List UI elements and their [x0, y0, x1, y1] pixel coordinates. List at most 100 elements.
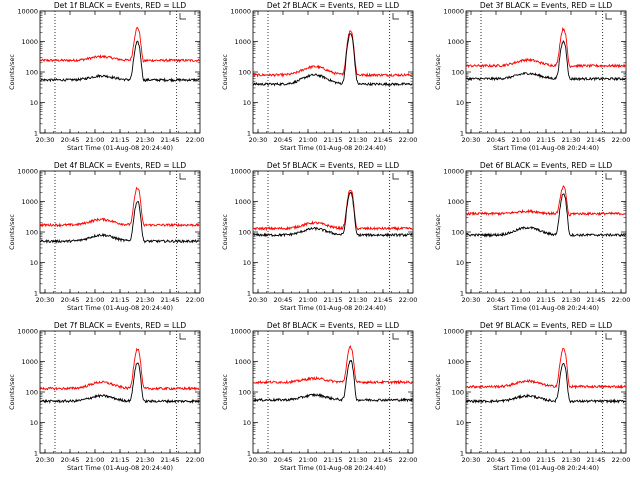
x-axis-label: Start Time (01-Aug-08 20:24:40)	[280, 464, 386, 472]
y-tick-label: 10	[30, 259, 38, 267]
plot-frame	[252, 170, 414, 294]
series-line-events	[253, 191, 413, 238]
x-tick-label: 20:30	[249, 296, 268, 304]
x-tick-label: 20:45	[61, 136, 80, 144]
x-tick-label: 22:00	[399, 296, 418, 304]
plot-frame	[39, 170, 201, 294]
panel-det-8f: Det 8f BLACK = Events, RED = LLD 1 10 100 10…	[221, 321, 417, 472]
x-tick-label: 21:30	[136, 456, 155, 464]
x-axis-label: Start Time (01-Aug-08 20:24:40)	[67, 144, 173, 152]
y-tick-label: 1000	[21, 358, 38, 366]
x-tick-label: 20:30	[36, 456, 55, 464]
y-tick-label: 10	[243, 259, 251, 267]
y-tick-label: 10	[30, 419, 38, 427]
y-tick-label: 10	[243, 419, 251, 427]
panel-title: Det 4f BLACK = Events, RED = LLD	[54, 161, 187, 170]
x-tick-label: 21:15	[537, 136, 556, 144]
y-tick-label: 10000	[443, 8, 464, 16]
y-tick-label: 1	[34, 450, 38, 458]
y-tick-label: 1	[460, 450, 464, 458]
x-tick-label: 21:30	[562, 456, 581, 464]
x-tick-label: 20:45	[61, 456, 80, 464]
series-line-events	[40, 362, 200, 404]
x-tick-label: 21:45	[587, 296, 606, 304]
x-tick-label: 20:45	[487, 456, 506, 464]
y-axis-label: Counts/sec	[434, 214, 442, 250]
x-tick-label: 21:00	[512, 456, 531, 464]
y-tick-label: 10	[456, 259, 464, 267]
y-tick-label: 1	[247, 450, 251, 458]
y-tick-label: 100	[239, 69, 251, 77]
x-tick-label: 21:15	[324, 456, 343, 464]
series-line-lld	[253, 30, 413, 78]
y-tick-label: 100	[452, 389, 464, 397]
y-tick-label: 10000	[443, 168, 464, 176]
y-tick-label: 1000	[21, 38, 38, 46]
x-tick-label: 21:15	[324, 296, 343, 304]
y-tick-label: 1	[247, 290, 251, 298]
y-tick-label: 1000	[234, 198, 251, 206]
x-axis-label: Start Time (01-Aug-08 20:24:40)	[280, 144, 386, 152]
series-line-lld	[466, 26, 626, 69]
y-axis-label: Counts/sec	[434, 374, 442, 410]
x-tick-label: 20:45	[274, 296, 293, 304]
x-axis-label: Start Time (01-Aug-08 20:24:40)	[280, 304, 386, 312]
x-tick-label: 22:00	[612, 456, 631, 464]
y-tick-label: 1	[460, 290, 464, 298]
y-tick-label: 100	[26, 229, 38, 237]
series-line-events	[466, 193, 626, 238]
panel-det-3f: Det 3f BLACK = Events, RED = LLD 1 10 100 10…	[434, 1, 630, 152]
x-tick-label: 20:45	[487, 136, 506, 144]
x-tick-label: 21:45	[587, 456, 606, 464]
y-tick-label: 1	[460, 130, 464, 138]
x-tick-label: 21:15	[537, 456, 556, 464]
x-tick-label: 21:45	[161, 456, 180, 464]
x-tick-label: 20:30	[36, 296, 55, 304]
x-tick-label: 21:30	[349, 136, 368, 144]
corner-marker	[179, 13, 186, 20]
y-tick-label: 10000	[230, 328, 251, 336]
y-tick-label: 10000	[443, 328, 464, 336]
x-tick-label: 21:15	[111, 136, 130, 144]
x-tick-label: 21:30	[136, 296, 155, 304]
x-tick-label: 20:45	[274, 136, 293, 144]
x-tick-label: 21:00	[299, 296, 318, 304]
x-axis-label: Start Time (01-Aug-08 20:24:40)	[67, 304, 173, 312]
y-axis-label: Counts/sec	[221, 54, 229, 90]
series-line-lld	[466, 348, 626, 390]
y-tick-label: 1	[34, 130, 38, 138]
x-tick-label: 21:00	[86, 136, 105, 144]
corner-marker	[605, 13, 612, 20]
x-tick-label: 21:30	[562, 296, 581, 304]
x-tick-label: 21:30	[349, 456, 368, 464]
x-tick-label: 20:30	[462, 456, 481, 464]
y-axis-label: Counts/sec	[221, 214, 229, 250]
x-tick-label: 21:15	[111, 296, 130, 304]
series-line-lld	[253, 189, 413, 232]
y-tick-label: 100	[26, 69, 38, 77]
y-tick-label: 1	[34, 290, 38, 298]
y-tick-label: 10000	[17, 8, 38, 16]
series-line-lld	[253, 344, 413, 385]
panel-title: Det 2f BLACK = Events, RED = LLD	[267, 1, 400, 10]
corner-marker	[179, 333, 186, 340]
x-axis-label: Start Time (01-Aug-08 20:24:40)	[493, 304, 599, 312]
x-tick-label: 21:45	[161, 136, 180, 144]
x-tick-label: 21:00	[512, 136, 531, 144]
panel-title: Det 5f BLACK = Events, RED = LLD	[267, 161, 400, 170]
x-tick-label: 22:00	[399, 136, 418, 144]
panel-title: Det 1f BLACK = Events, RED = LLD	[54, 1, 187, 10]
x-tick-label: 22:00	[186, 456, 205, 464]
x-tick-label: 21:15	[324, 136, 343, 144]
panel-det-4f: Det 4f BLACK = Events, RED = LLD 1 10 100 10…	[8, 161, 204, 312]
series-line-lld	[40, 347, 200, 392]
plot-frame	[39, 10, 201, 134]
panel-det-9f: Det 9f BLACK = Events, RED = LLD 1 10 100 10…	[434, 321, 630, 472]
corner-marker	[392, 173, 399, 180]
x-tick-label: 21:45	[587, 136, 606, 144]
y-tick-label: 1000	[234, 38, 251, 46]
plot-frame	[465, 330, 627, 454]
y-tick-label: 100	[239, 389, 251, 397]
y-axis-label: Counts/sec	[8, 54, 16, 90]
